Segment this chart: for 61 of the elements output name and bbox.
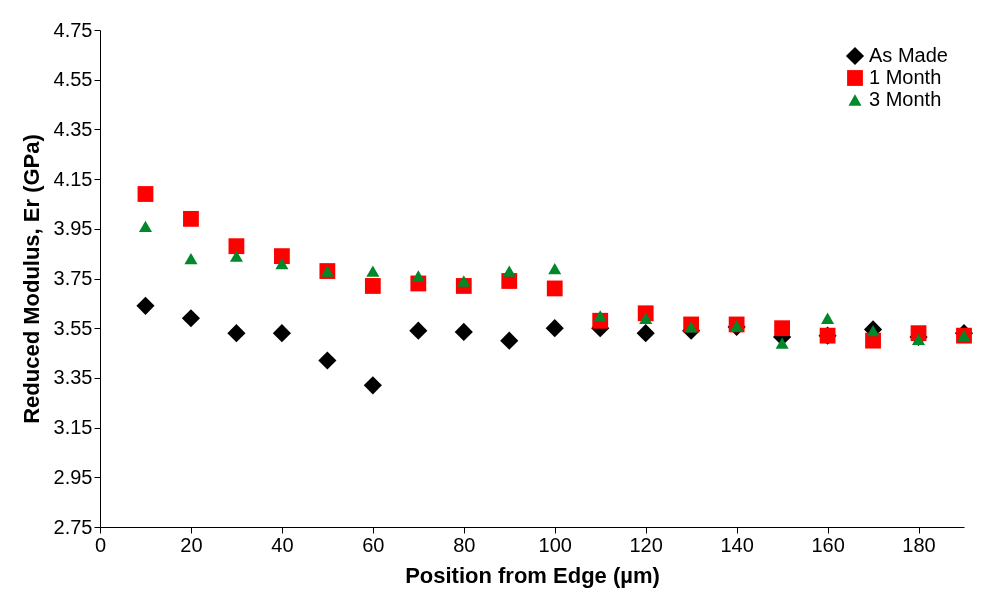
point — [363, 376, 382, 395]
x-tick-label: 160 — [811, 533, 845, 556]
point — [137, 186, 154, 202]
point — [366, 265, 380, 277]
y-tick-label: 3.95 — [53, 217, 93, 240]
y-tick-label: 2.75 — [53, 515, 93, 538]
legend-label: 3 Month — [869, 88, 942, 110]
point — [775, 337, 789, 349]
point — [545, 319, 564, 338]
y-axis-title: Reduced Modulus, Er (GPa) — [18, 134, 44, 424]
point — [229, 250, 243, 262]
y-tick-label: 3.75 — [53, 267, 93, 289]
point — [636, 324, 655, 343]
point — [138, 220, 152, 232]
point — [730, 320, 744, 332]
point — [409, 321, 428, 340]
x-tick-label: 80 — [453, 533, 476, 556]
legend-label: 1 Month — [869, 66, 942, 88]
y-tick-label: 4.15 — [53, 167, 93, 190]
point — [318, 351, 337, 370]
point — [500, 331, 519, 350]
y-tick-label: 3.35 — [53, 366, 93, 389]
x-tick-label: 0 — [94, 533, 107, 556]
y-tick-label: 3.15 — [53, 416, 93, 439]
y-tick-label: 4.75 — [53, 18, 93, 41]
point — [228, 238, 245, 255]
y-tick-label: 3.55 — [53, 316, 93, 339]
point — [548, 262, 562, 275]
point — [593, 310, 607, 322]
point — [136, 296, 155, 315]
point — [684, 321, 698, 333]
y-tick-label: 2.95 — [53, 465, 93, 488]
point — [821, 312, 835, 324]
legend-label: As Made — [869, 44, 948, 66]
point — [184, 252, 198, 265]
x-tick-label: 140 — [720, 533, 754, 556]
point — [272, 324, 291, 343]
x-tick-label: 180 — [902, 533, 936, 556]
point — [546, 280, 563, 297]
point — [181, 309, 201, 328]
x-tick-label: 120 — [629, 533, 663, 556]
point — [639, 312, 653, 324]
y-tick-label: 4.55 — [53, 68, 93, 91]
x-axis-title: Position from Edge (µm) — [405, 562, 660, 588]
x-tick-label: 40 — [271, 533, 294, 556]
x-tick-label: 100 — [538, 533, 572, 556]
point — [866, 325, 880, 337]
point — [227, 324, 246, 343]
point — [183, 210, 199, 227]
point — [273, 248, 290, 265]
point — [454, 322, 473, 342]
x-tick-label: 20 — [180, 533, 203, 556]
point — [457, 275, 471, 287]
point — [275, 257, 289, 270]
x-tick-label: 60 — [362, 533, 385, 556]
point — [912, 333, 926, 346]
point — [364, 278, 381, 294]
point — [502, 265, 516, 277]
point — [411, 270, 425, 282]
y-tick-label: 4.35 — [53, 117, 93, 140]
point — [774, 320, 791, 337]
